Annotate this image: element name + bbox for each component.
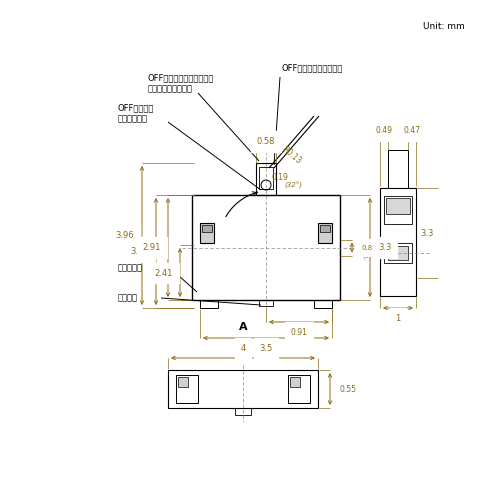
Bar xyxy=(320,225,330,232)
Bar xyxy=(318,223,332,243)
Bar xyxy=(288,375,310,403)
Bar xyxy=(290,377,300,387)
Text: (1.65): (1.65) xyxy=(362,252,383,259)
Text: OFF初始位置: OFF初始位置 xyxy=(118,103,154,112)
Text: 0.55: 0.55 xyxy=(340,384,357,394)
Text: 3.96: 3.96 xyxy=(116,231,134,240)
Text: 0.47: 0.47 xyxy=(404,126,420,135)
Bar xyxy=(384,196,412,224)
Text: 3.56: 3.56 xyxy=(130,247,149,256)
Text: 1: 1 xyxy=(396,314,400,323)
Bar xyxy=(192,195,340,300)
Bar xyxy=(380,188,416,296)
Bar xyxy=(178,377,188,387)
Text: 旋转中心: 旋转中心 xyxy=(118,294,138,302)
Bar xyxy=(259,167,273,189)
Text: (32°): (32°) xyxy=(284,182,302,188)
Text: 2.91: 2.91 xyxy=(142,243,161,252)
Text: 4: 4 xyxy=(240,344,246,353)
Text: OFF初始位置（横方向），: OFF初始位置（横方向）， xyxy=(148,73,214,82)
Text: 3.5: 3.5 xyxy=(260,344,272,353)
Text: 动作力测量基准位置: 动作力测量基准位置 xyxy=(148,84,193,93)
Bar xyxy=(386,198,410,214)
Text: 全冲程位置: 全冲程位置 xyxy=(118,264,143,272)
Bar xyxy=(388,150,408,188)
Bar xyxy=(168,370,318,408)
Text: 0.49: 0.49 xyxy=(376,126,392,135)
Text: Unit: mm: Unit: mm xyxy=(423,22,465,31)
Bar xyxy=(388,246,408,260)
Bar xyxy=(314,300,332,308)
Bar xyxy=(256,163,276,195)
Text: A: A xyxy=(238,322,248,332)
Text: 2.41: 2.41 xyxy=(154,268,173,278)
Text: 3.3: 3.3 xyxy=(378,243,392,252)
Bar xyxy=(200,223,214,243)
Text: 0.58: 0.58 xyxy=(257,137,275,146)
Text: 0.91: 0.91 xyxy=(290,328,308,337)
Bar xyxy=(176,375,198,403)
Text: 0.8: 0.8 xyxy=(362,244,373,250)
Text: R0.13: R0.13 xyxy=(280,144,303,166)
Bar xyxy=(202,225,212,232)
Bar xyxy=(259,300,273,306)
Text: 0.19: 0.19 xyxy=(271,172,288,182)
Text: （垂直方向）: （垂直方向） xyxy=(118,114,148,123)
Bar xyxy=(200,300,218,308)
Bar xyxy=(384,243,412,263)
Bar xyxy=(235,408,251,415)
Text: OFF初始位置（横方向）: OFF初始位置（横方向） xyxy=(282,63,344,72)
Text: 3.3: 3.3 xyxy=(420,229,434,238)
